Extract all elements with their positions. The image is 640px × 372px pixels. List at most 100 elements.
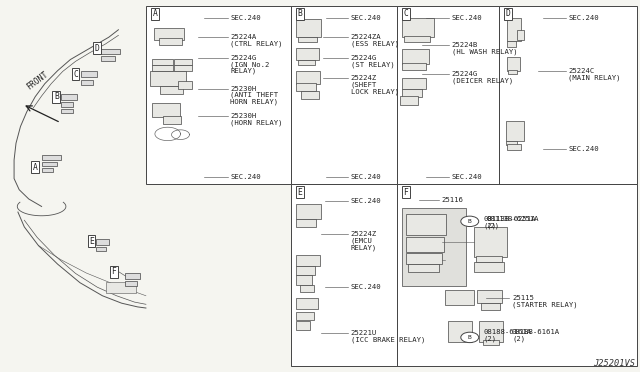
Bar: [507, 41, 516, 46]
Text: (ANTI THEFT: (ANTI THEFT: [230, 92, 278, 99]
Bar: [81, 80, 93, 85]
Text: B: B: [54, 92, 59, 101]
Text: 25224ZA: 25224ZA: [351, 34, 381, 40]
Text: (DEICER RELAY): (DEICER RELAY): [452, 78, 513, 84]
Bar: [296, 266, 315, 275]
Text: 25224B: 25224B: [452, 42, 478, 48]
Text: FRONT: FRONT: [25, 69, 49, 91]
Text: (ICC BRAKE RELAY): (ICC BRAKE RELAY): [351, 336, 425, 343]
Text: (STARTER RELAY): (STARTER RELAY): [512, 301, 578, 308]
Bar: [125, 273, 140, 279]
Bar: [152, 65, 173, 71]
Bar: [296, 312, 314, 320]
Bar: [296, 83, 316, 91]
Text: SEC.240: SEC.240: [351, 284, 381, 290]
Bar: [406, 237, 444, 252]
Text: D: D: [506, 9, 511, 18]
Text: 25224G: 25224G: [230, 55, 257, 61]
Bar: [474, 262, 504, 272]
Bar: [402, 89, 422, 97]
Text: 08188-6161A: 08188-6161A: [484, 329, 532, 335]
Bar: [402, 18, 434, 37]
Text: 25224Z: 25224Z: [351, 75, 377, 81]
Bar: [296, 48, 319, 60]
Text: SEC.240: SEC.240: [351, 15, 381, 21]
Bar: [152, 103, 180, 117]
Bar: [174, 65, 192, 71]
Bar: [106, 282, 136, 293]
Circle shape: [461, 332, 479, 343]
Text: A: A: [33, 163, 38, 172]
Bar: [400, 96, 418, 105]
Bar: [42, 155, 61, 160]
Bar: [402, 208, 466, 286]
Text: (2): (2): [486, 222, 500, 229]
Text: E: E: [298, 188, 303, 197]
Bar: [445, 290, 474, 305]
Bar: [476, 256, 502, 262]
Bar: [101, 49, 120, 54]
Bar: [101, 56, 115, 61]
Bar: [477, 290, 502, 303]
Text: SEC.240: SEC.240: [230, 174, 261, 180]
Text: (HORN RELAY): (HORN RELAY): [230, 119, 283, 126]
Text: D: D: [95, 44, 100, 53]
Bar: [506, 121, 524, 141]
Text: 25224G: 25224G: [452, 71, 478, 77]
Circle shape: [461, 216, 479, 227]
Bar: [406, 253, 442, 264]
Bar: [406, 214, 446, 235]
Bar: [42, 162, 57, 166]
Text: 08113B-6251A: 08113B-6251A: [484, 217, 536, 222]
Bar: [296, 204, 321, 219]
Text: SEC.240: SEC.240: [568, 146, 599, 152]
Bar: [146, 6, 291, 184]
Bar: [96, 247, 106, 251]
Bar: [499, 6, 637, 184]
Text: SEC.240: SEC.240: [452, 174, 483, 180]
Text: (CTRL RELAY): (CTRL RELAY): [230, 41, 283, 47]
Bar: [178, 81, 192, 89]
Bar: [291, 6, 397, 184]
Bar: [397, 6, 499, 184]
Text: RELAY): RELAY): [230, 67, 257, 74]
Bar: [296, 321, 310, 330]
Bar: [296, 298, 318, 309]
Bar: [506, 141, 517, 145]
Text: LOCK RELAY): LOCK RELAY): [351, 88, 399, 95]
Text: 25224A: 25224A: [230, 34, 257, 40]
Text: 08188-6161A: 08188-6161A: [512, 329, 560, 335]
Text: C: C: [403, 9, 408, 18]
Text: (2): (2): [484, 335, 497, 342]
Bar: [296, 19, 321, 37]
Bar: [517, 30, 524, 40]
Bar: [150, 71, 186, 86]
Text: B: B: [468, 219, 472, 224]
Bar: [481, 303, 500, 310]
Text: (HL WASH RELAY): (HL WASH RELAY): [452, 48, 518, 55]
Text: SEC.240: SEC.240: [452, 15, 483, 21]
Bar: [154, 28, 184, 40]
Text: SEC.240: SEC.240: [568, 15, 599, 21]
Bar: [474, 227, 507, 257]
Text: SEC.240: SEC.240: [351, 198, 381, 204]
Bar: [448, 321, 472, 342]
Bar: [291, 184, 397, 366]
Text: 25230H: 25230H: [230, 113, 257, 119]
Bar: [296, 275, 312, 285]
Bar: [61, 109, 73, 113]
Text: E: E: [89, 237, 94, 246]
Bar: [507, 144, 521, 150]
Bar: [507, 18, 521, 41]
Bar: [404, 36, 430, 42]
Text: (SHEFT: (SHEFT: [351, 81, 377, 88]
Text: A: A: [152, 9, 157, 18]
Bar: [508, 70, 517, 74]
Text: (2): (2): [512, 335, 525, 342]
Bar: [174, 59, 192, 65]
Text: (ESS RELAY): (ESS RELAY): [351, 41, 399, 47]
Bar: [300, 285, 314, 292]
Text: SEC.240: SEC.240: [351, 174, 381, 180]
Text: C: C: [73, 70, 78, 79]
Text: 25224G: 25224G: [351, 55, 377, 61]
